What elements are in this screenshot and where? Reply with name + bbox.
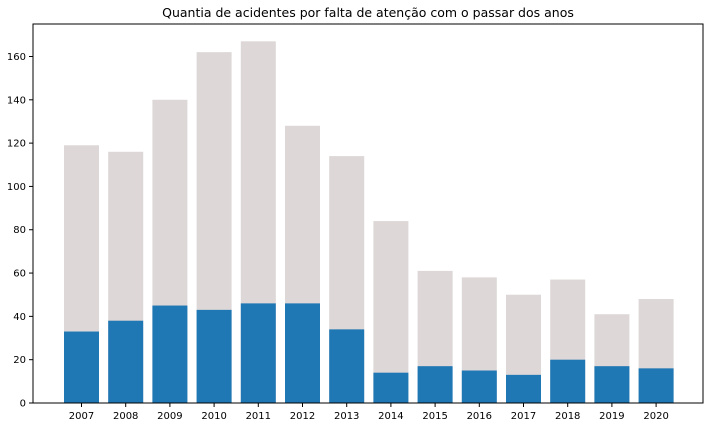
x-tick-label: 2013 — [334, 411, 359, 422]
bars-group — [64, 41, 674, 404]
bar-series-1-2019 — [594, 366, 630, 403]
x-tick-label: 2012 — [290, 411, 315, 422]
bar-series-1-2018 — [550, 359, 586, 403]
y-tick-label: 0 — [20, 399, 26, 410]
y-tick-label: 80 — [13, 225, 26, 236]
x-tick-label: 2016 — [467, 411, 492, 422]
x-tick-label: 2019 — [599, 411, 624, 422]
y-tick-label: 140 — [7, 95, 26, 106]
y-tick-label: 20 — [13, 355, 26, 366]
bar-series-1-2017 — [506, 374, 541, 403]
y-tick-label: 100 — [7, 182, 26, 193]
y-axis: 0 20 40 60 80 100 120 140 160 — [7, 52, 33, 410]
bar-series-1-2009 — [152, 305, 188, 403]
x-tick-label: 2018 — [555, 411, 580, 422]
plot-frame — [32, 23, 704, 404]
x-tick-label: 2011 — [246, 411, 271, 422]
bar-series-1-2015 — [417, 366, 453, 403]
bar-series-1-2007 — [64, 331, 99, 403]
x-tick-label: 2010 — [201, 411, 226, 422]
bar-series-1-2020 — [638, 368, 674, 403]
y-tick-label: 60 — [13, 269, 26, 280]
bar-series-1-2011 — [240, 303, 276, 403]
x-tick-label: 2009 — [157, 411, 182, 422]
chart-title: Quantia de acidentes por falta de atençã… — [162, 5, 574, 20]
x-tick-label: 2007 — [69, 411, 94, 422]
y-tick-label: 160 — [7, 52, 26, 63]
bar-series-1-2014 — [373, 372, 409, 403]
y-tick-label: 120 — [7, 139, 26, 150]
x-tick-label: 2017 — [511, 411, 536, 422]
bar-series-1-2008 — [108, 320, 144, 403]
y-tick-label: 40 — [13, 312, 26, 323]
x-tick-label: 2020 — [643, 411, 668, 422]
bar-series-1-2010 — [196, 309, 232, 403]
x-tick-label: 2014 — [378, 411, 403, 422]
bar-series-1-2012 — [285, 303, 320, 403]
x-axis: 2007 2008 2009 2010 2011 2012 2013 2014 2015 2016… — [69, 403, 669, 422]
bar-series-1-2016 — [461, 370, 497, 403]
x-tick-label: 2008 — [113, 411, 138, 422]
bar-series-1-2013 — [329, 329, 365, 403]
x-tick-label: 2015 — [422, 411, 447, 422]
